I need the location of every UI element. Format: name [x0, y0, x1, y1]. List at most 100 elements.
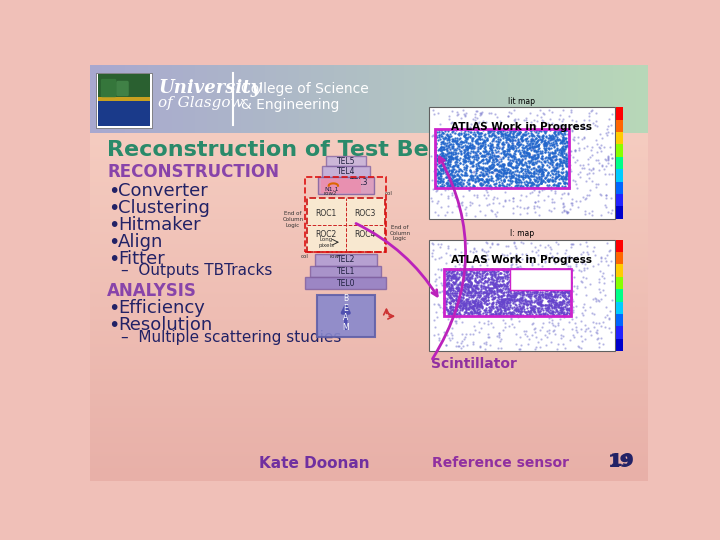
Point — [533, 172, 544, 180]
Point — [548, 154, 559, 163]
Point — [521, 148, 532, 157]
Point — [489, 281, 500, 289]
Point — [497, 138, 508, 147]
Point — [552, 146, 563, 154]
Point — [499, 295, 510, 303]
Point — [543, 329, 554, 338]
Point — [491, 290, 503, 299]
Point — [552, 180, 563, 189]
Point — [485, 176, 497, 185]
Point — [444, 132, 455, 141]
Point — [562, 179, 574, 188]
Point — [493, 258, 505, 266]
Point — [448, 154, 459, 163]
Point — [456, 137, 467, 146]
Point — [483, 289, 495, 298]
Point — [513, 129, 525, 137]
Point — [560, 172, 572, 181]
Point — [487, 284, 499, 292]
Point — [539, 126, 550, 134]
Point — [557, 325, 569, 333]
Point — [492, 272, 504, 280]
Point — [491, 274, 503, 282]
Point — [477, 175, 488, 184]
Point — [549, 268, 560, 276]
Point — [443, 172, 454, 181]
Point — [539, 289, 551, 298]
Point — [539, 136, 551, 145]
Point — [503, 307, 515, 316]
Point — [569, 136, 580, 144]
Point — [477, 289, 489, 298]
Point — [436, 266, 447, 274]
Point — [437, 304, 449, 313]
Point — [492, 343, 504, 352]
Point — [525, 171, 536, 180]
Point — [467, 136, 478, 145]
Point — [540, 139, 552, 147]
Point — [550, 273, 562, 281]
Point — [495, 168, 507, 177]
Point — [447, 278, 459, 287]
Point — [516, 183, 528, 192]
Point — [585, 152, 596, 161]
Point — [531, 146, 543, 155]
Point — [492, 306, 503, 314]
Point — [508, 152, 520, 161]
Point — [446, 142, 457, 151]
Point — [557, 305, 568, 313]
Point — [590, 136, 602, 144]
Point — [496, 274, 508, 282]
Point — [426, 194, 437, 202]
Text: End of
Column
Logic: End of Column Logic — [390, 225, 410, 241]
Point — [446, 148, 457, 157]
Point — [445, 276, 456, 285]
Point — [522, 267, 534, 276]
Point — [525, 295, 536, 304]
Point — [567, 294, 578, 303]
Point — [474, 134, 485, 143]
Point — [479, 345, 490, 353]
Point — [458, 286, 469, 294]
Point — [510, 137, 522, 145]
Point — [464, 178, 475, 187]
Point — [486, 141, 498, 150]
Point — [564, 147, 576, 156]
Point — [521, 135, 532, 144]
Point — [446, 127, 457, 136]
Point — [558, 201, 570, 210]
Point — [543, 278, 554, 287]
Point — [505, 151, 516, 159]
Point — [544, 309, 555, 318]
Point — [485, 310, 497, 319]
Point — [482, 159, 493, 167]
Point — [535, 302, 546, 310]
Point — [472, 174, 483, 183]
Point — [452, 293, 464, 301]
Point — [595, 191, 606, 199]
Point — [447, 150, 459, 158]
Point — [561, 269, 572, 278]
Point — [468, 182, 480, 191]
Point — [452, 148, 464, 157]
Point — [450, 287, 462, 295]
Point — [440, 266, 451, 275]
Point — [544, 151, 555, 159]
Point — [521, 171, 533, 179]
Point — [450, 177, 462, 185]
Point — [498, 134, 509, 143]
Point — [466, 291, 477, 299]
Point — [443, 132, 454, 140]
Point — [554, 303, 566, 312]
Point — [598, 143, 609, 152]
Point — [529, 273, 541, 282]
Point — [555, 173, 567, 182]
Point — [516, 293, 528, 301]
Point — [606, 206, 618, 214]
Point — [455, 158, 467, 167]
Point — [593, 143, 605, 152]
Point — [489, 279, 500, 288]
Point — [567, 314, 578, 323]
Point — [461, 145, 472, 153]
Point — [442, 176, 454, 184]
